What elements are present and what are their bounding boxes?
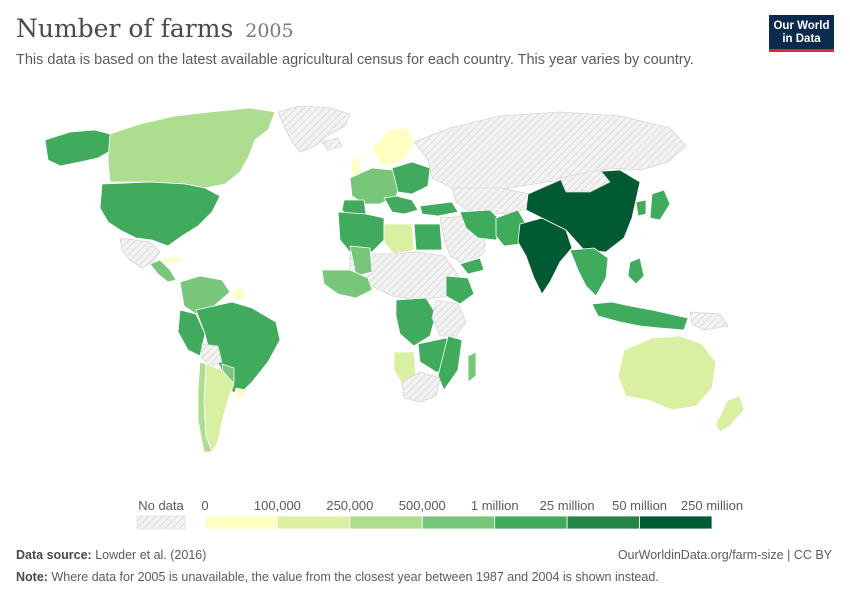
country-turkey[interactable]	[419, 201, 459, 217]
country-colombia-venezuela[interactable]	[179, 275, 231, 315]
country-north-africa-west[interactable]	[337, 211, 385, 253]
footer-note: Note: Where data for 2005 is unavailable…	[16, 570, 659, 584]
legend-label-5: 25 million	[540, 498, 595, 513]
legend-bin-0[interactable]	[204, 515, 278, 530]
data-source-text[interactable]: Lowder et al. (2016)	[95, 548, 207, 562]
country-bolivia[interactable]	[201, 343, 223, 367]
map-legend: No data 0 100,000 250,000 500,000 1 million 2…	[136, 498, 743, 530]
country-mali[interactable]	[349, 245, 373, 277]
legend-label-6: 50 million	[612, 498, 667, 513]
country-libya[interactable]	[383, 223, 415, 255]
country-egypt[interactable]	[413, 223, 443, 251]
legend-label-4: 1 million	[471, 498, 519, 513]
country-philippines[interactable]	[627, 257, 645, 285]
country-japan[interactable]	[649, 189, 671, 221]
country-iceland[interactable]	[321, 137, 343, 151]
legend-bin-1[interactable]	[277, 515, 351, 530]
legend-label-2: 250,000	[326, 498, 373, 513]
legend-label-3: 500,000	[399, 498, 446, 513]
country-ethiopia[interactable]	[445, 275, 475, 305]
chart-title: Number of farms 2005	[16, 14, 294, 43]
country-greenland[interactable]	[277, 105, 351, 153]
country-canada[interactable]	[107, 107, 276, 189]
footer-note-text: Where data for 2005 is unavailable, the …	[51, 570, 659, 584]
owid-logo[interactable]: Our World in Data	[769, 15, 834, 52]
country-caribbean[interactable]	[159, 255, 185, 265]
logo-line-2: in Data	[782, 33, 821, 45]
footer-url[interactable]: OurWorldinData.org/farm-size | CC BY	[617, 548, 832, 562]
country-uruguay[interactable]	[233, 387, 247, 399]
country-madagascar[interactable]	[467, 351, 477, 383]
logo-line-1: Our World	[773, 20, 830, 32]
data-source-label: Data source:	[16, 548, 92, 562]
country-papua[interactable]	[689, 311, 729, 331]
country-new-zealand[interactable]	[715, 395, 745, 433]
country-uk[interactable]	[349, 155, 363, 179]
legend-no-data-swatch	[136, 515, 186, 530]
legend-bin-2[interactable]	[349, 515, 423, 530]
country-indonesia[interactable]	[591, 301, 689, 331]
country-mexico[interactable]	[119, 237, 161, 269]
country-south-africa[interactable]	[401, 371, 441, 403]
legend-label-7: 250 million	[681, 498, 743, 513]
legend-no-data-label: No data	[138, 498, 184, 513]
legend-bin-4[interactable]	[494, 515, 568, 530]
country-guyana[interactable]	[231, 287, 245, 301]
data-source: Data source: Lowder et al. (2016)	[16, 548, 206, 562]
country-east-africa[interactable]	[431, 299, 467, 337]
country-australia[interactable]	[617, 335, 717, 411]
country-mozambique[interactable]	[437, 335, 463, 391]
country-central-africa[interactable]	[395, 297, 437, 347]
country-russia[interactable]	[413, 111, 687, 191]
legend-bin-6[interactable]	[639, 515, 713, 530]
country-west-africa[interactable]	[321, 269, 373, 299]
legend-bin-3[interactable]	[421, 515, 496, 530]
country-chile[interactable]	[197, 361, 213, 453]
country-korea[interactable]	[635, 199, 647, 217]
legend-label-0: 0	[201, 498, 208, 513]
country-india[interactable]	[517, 217, 573, 295]
country-usa[interactable]	[99, 181, 221, 247]
country-iran[interactable]	[459, 209, 505, 241]
title-year: 2005	[245, 20, 294, 42]
footer-note-label: Note:	[16, 570, 48, 584]
legend-bin-5[interactable]	[566, 515, 640, 530]
country-eastern-europe[interactable]	[391, 161, 431, 195]
legend-labels: 0 100,000 250,000 500,000 1 million 25 millio…	[201, 498, 743, 513]
legend-label-1: 100,000	[254, 498, 301, 513]
country-yemen[interactable]	[459, 257, 485, 275]
chart-subtitle: This data is based on the latest availab…	[16, 52, 694, 68]
country-usa-alaska[interactable]	[44, 129, 113, 167]
country-mongolia[interactable]	[559, 169, 611, 193]
country-italy-balkans[interactable]	[383, 195, 419, 215]
country-se-asia[interactable]	[569, 247, 609, 297]
legend-bins	[204, 515, 713, 530]
country-peru[interactable]	[177, 309, 206, 357]
title-text: Number of farms	[16, 14, 234, 43]
world-map[interactable]	[0, 100, 850, 490]
country-scandinavia[interactable]	[371, 127, 415, 167]
